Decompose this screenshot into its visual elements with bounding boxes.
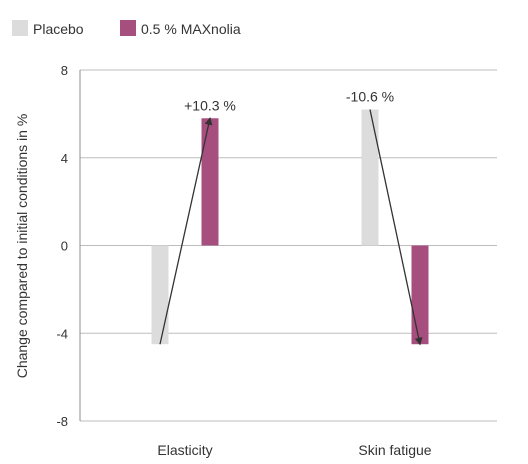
x-category-label: Elasticity (157, 442, 212, 458)
change-annotation: +10.3 % (184, 97, 236, 113)
legend-label-maxnolia: 0.5 % MAXnolia (141, 21, 241, 37)
y-axis-label: Change compared to initial conditions in… (14, 114, 30, 379)
change-arrow (369, 109, 423, 346)
gridlines (79, 69, 497, 422)
change-annotation: -10.6 % (346, 88, 394, 104)
bar-placebo-skin-fatigue (361, 109, 379, 246)
y-tick-label: -8 (56, 414, 68, 429)
bar-maxnolia-skin-fatigue (411, 245, 429, 345)
legend-swatch-maxnolia (120, 20, 136, 36)
x-axis-labels: Elasticity Skin fatigue (157, 442, 431, 458)
y-tick-label: 4 (61, 151, 68, 166)
bar-placebo-elasticity (151, 245, 169, 345)
change-arrow (159, 116, 213, 345)
y-axis-ticks: 8 4 0 -4 -8 (56, 63, 68, 429)
bars (151, 109, 429, 345)
y-tick-label: 8 (61, 63, 68, 78)
legend-swatch-placebo (12, 20, 28, 36)
annotations: +10.3 % -10.6 % (184, 88, 394, 113)
y-tick-label: -4 (56, 326, 68, 341)
arrows (159, 109, 423, 346)
legend-label-placebo: Placebo (33, 21, 84, 37)
x-category-label: Skin fatigue (358, 442, 431, 458)
y-tick-label: 0 (61, 239, 68, 254)
legend: Placebo 0.5 % MAXnolia (12, 20, 241, 37)
bar-maxnolia-elasticity (201, 118, 219, 246)
